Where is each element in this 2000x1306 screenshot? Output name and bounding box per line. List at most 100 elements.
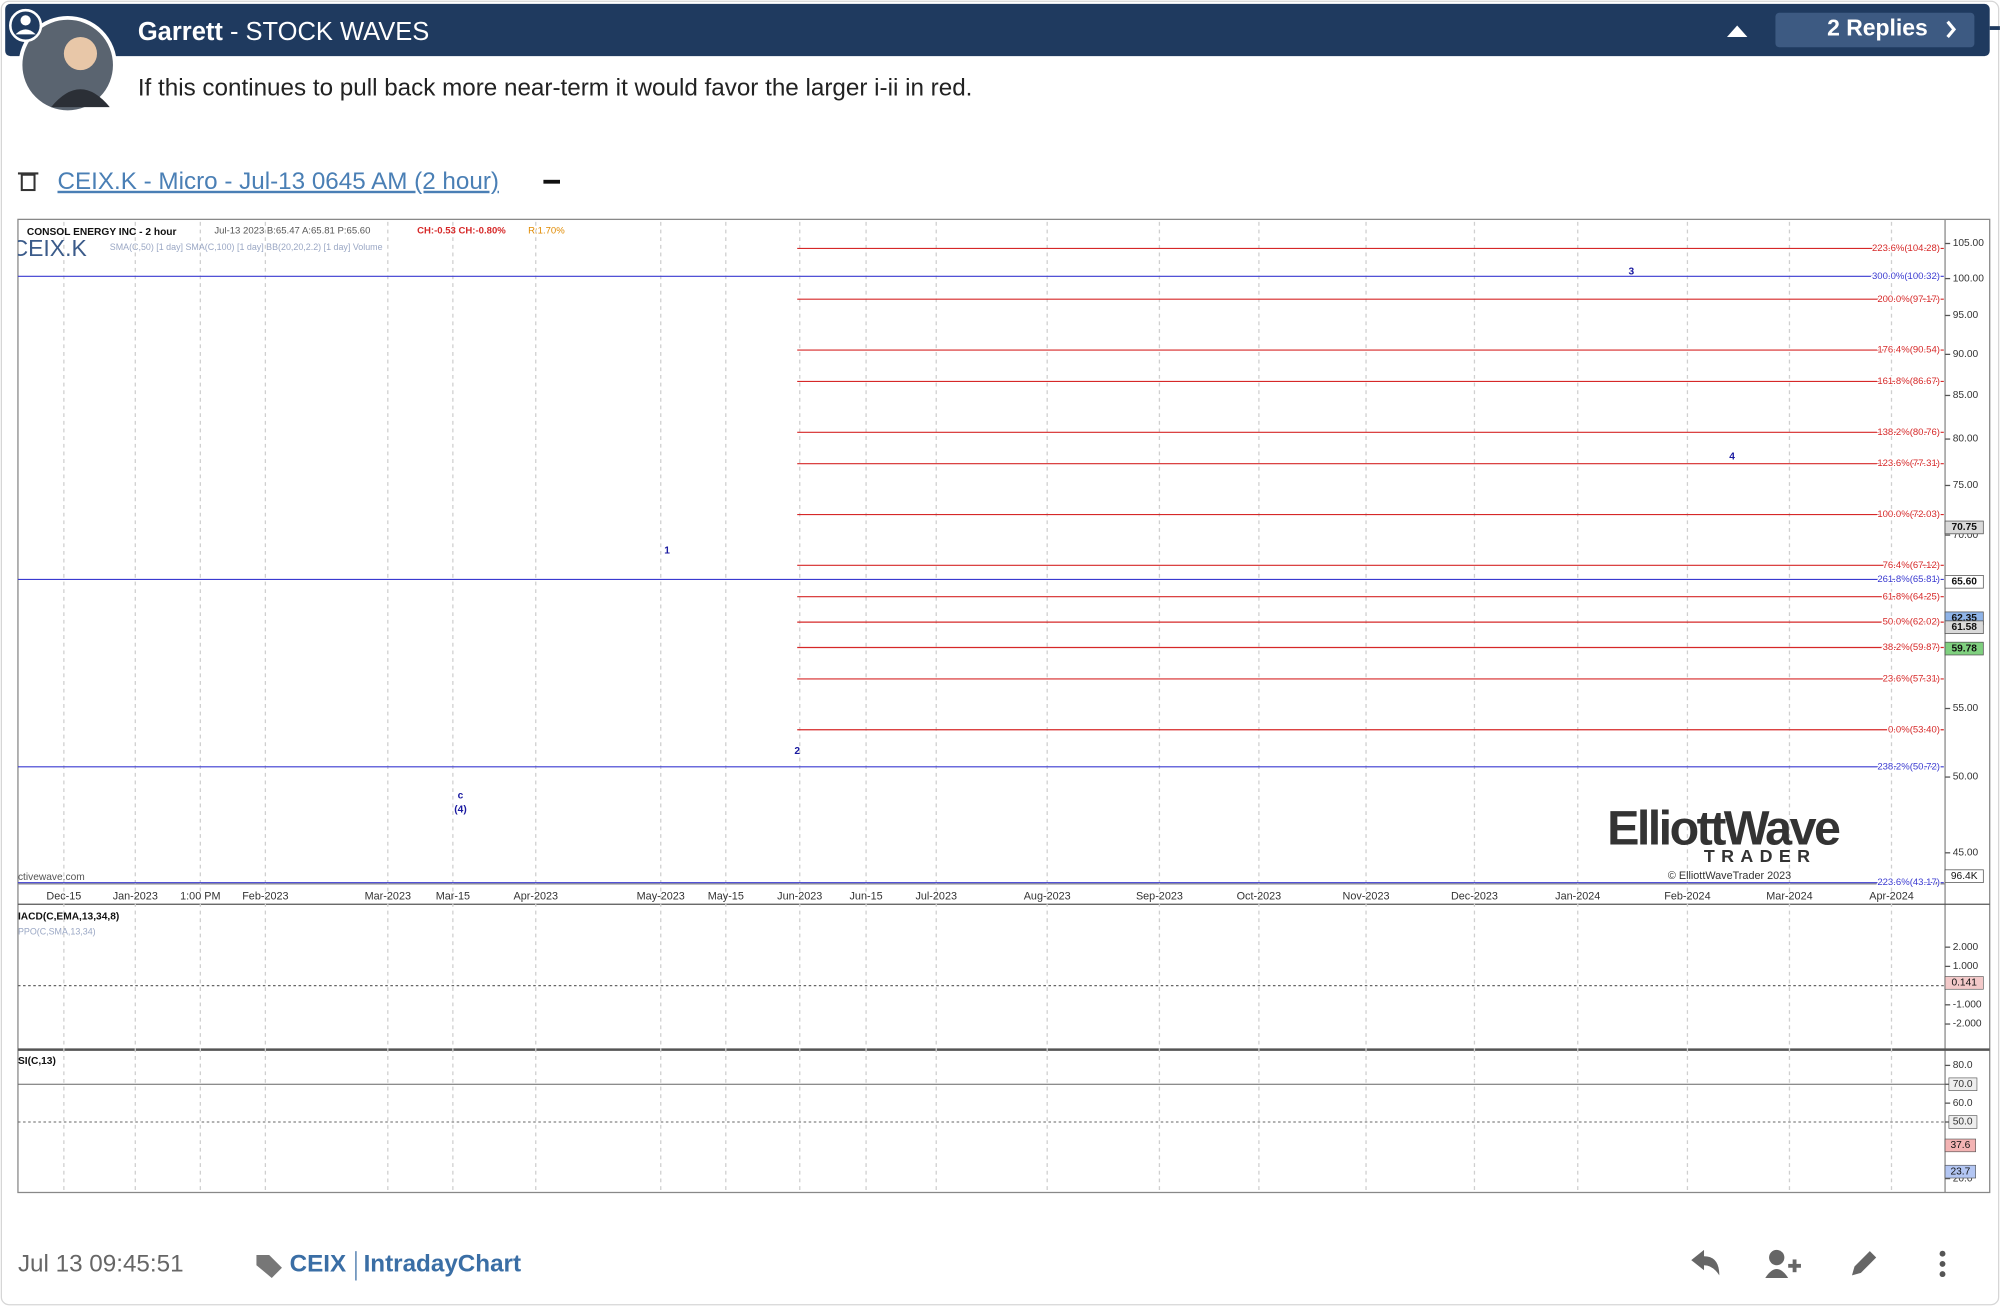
dot <box>1939 1271 1946 1278</box>
user-icon-head <box>20 15 31 26</box>
fib-label: 123.6%(77.31) <box>1877 458 1940 469</box>
dot <box>1939 1260 1946 1267</box>
tag[interactable]: CEIX <box>290 1251 347 1278</box>
y-tick-label: 100.00 <box>1953 273 1984 284</box>
x-tick-label: Jan-2024 <box>1555 890 1600 902</box>
y-tick-label: 80.0 <box>1953 1060 1973 1071</box>
fib-label: 261.8%(65.81) <box>1877 574 1940 585</box>
y-tick-label: 70.0 <box>1953 1079 1973 1090</box>
avatar-body <box>51 89 110 108</box>
price-tag-label: 62.35 <box>1951 613 1977 624</box>
delete-icon[interactable] <box>17 172 39 192</box>
wave-label: 2 <box>794 746 800 757</box>
avatar-face <box>63 36 98 71</box>
rsi-tag <box>1944 1164 1976 1179</box>
y-tick-label: -2.000 <box>1953 1019 1982 1030</box>
fib-label: 76.4%(67.12) <box>1883 560 1940 571</box>
macd-tag-label: 0.141 <box>1951 978 1977 989</box>
company: CONSOL ENERGY INC - 2 hour <box>27 227 177 238</box>
x-tick-label: Jan-2023 <box>113 890 158 902</box>
edit-button[interactable] <box>1851 1251 1877 1276</box>
quote: Jul-13 2023 B:65.47 A:65.81 P:65.60 <box>214 225 370 236</box>
x-tick-label: Dec-15 <box>46 890 81 902</box>
watermark: ElliottWave <box>1607 801 1840 855</box>
chart-frame <box>17 218 1991 1194</box>
more-button[interactable] <box>1939 1250 1946 1278</box>
y-tick-label: 60.0 <box>1953 1098 1973 1109</box>
fib-label: 223.6%(104.28) <box>1872 243 1940 254</box>
y-tick-label: 95.00 <box>1953 310 1979 321</box>
volume-tag-box <box>1944 869 1984 883</box>
y-tick-label: 50.00 <box>1953 772 1979 783</box>
x-tick-label: Aug-2023 <box>1024 890 1071 902</box>
x-tick-label: 1:00 PM <box>180 890 220 902</box>
replies-button[interactable] <box>1775 12 1975 48</box>
price-tag <box>1944 520 1984 535</box>
fib-label: 0.0%(53.40) <box>1888 724 1940 735</box>
price-tag <box>1944 575 1984 589</box>
x-tick-label: Dec-2023 <box>1451 890 1498 902</box>
x-tick-label: Nov-2023 <box>1343 890 1390 902</box>
x-tick-label: Feb-2024 <box>1664 890 1710 902</box>
x-tick-label: Apr-2023 <box>513 890 558 902</box>
y-tick-label: 2.000 <box>1953 942 1979 953</box>
chart: Dec-15 Jan-2023 1:00 PM Feb-2023 Mar-2023 Mar… <box>12 221 1984 1190</box>
y-tick-label: 85.00 <box>1953 390 1979 401</box>
y-tick-label: 70.00 <box>1953 530 1979 541</box>
trash-can <box>20 173 36 192</box>
post-title: Garrett - STOCK WAVES <box>138 18 429 46</box>
range: R:1.70% <box>528 225 565 236</box>
fib-label: 38.2%(59.87) <box>1883 642 1940 653</box>
price-tag-label: 59.78 <box>1951 643 1977 654</box>
price-tag <box>1944 620 1984 635</box>
chart-link[interactable]: CEIX.K - Micro - Jul-13 0645 AM (2 hour) <box>57 168 498 195</box>
tag[interactable]: IntradayChart <box>364 1251 521 1278</box>
x-tick-label: Sep-2023 <box>1136 890 1183 902</box>
rsi-title: SI(C,13) <box>18 1056 56 1067</box>
separator: - <box>230 18 239 46</box>
fib-label: 23.6%(57.31) <box>1883 673 1940 684</box>
fib-label: 61.8%(64.25) <box>1883 591 1940 602</box>
fib-label: 161.8%(86.67) <box>1877 376 1940 387</box>
y-tick-label: 45.00 <box>1953 848 1979 859</box>
forum[interactable]: STOCK WAVES <box>246 18 430 46</box>
change: CH:-0.53 CH:-0.80% <box>417 225 506 236</box>
timestamp: Jul 13 09:45:51 <box>18 1251 184 1278</box>
dot <box>1939 1250 1946 1257</box>
copyright: © ElliottWaveTrader 2023 <box>1668 870 1791 882</box>
wave-label: 1 <box>664 546 670 557</box>
x-tick-label: Jun-15 <box>850 890 883 902</box>
x-tick-label: May-2023 <box>637 890 685 902</box>
price-tag-label: 65.60 <box>1951 576 1977 587</box>
follow-plus <box>1792 1259 1797 1273</box>
macd-tag <box>1944 976 1984 990</box>
x-tick-label: May-15 <box>708 890 744 902</box>
price-tag-label: 61.58 <box>1951 622 1977 633</box>
fib-label: 200.0%(97.17) <box>1877 294 1940 305</box>
fib-label: 176.4%(90.54) <box>1877 345 1940 356</box>
x-tick-label: Feb-2023 <box>242 890 288 902</box>
author[interactable]: Garrett <box>138 18 224 46</box>
replies-label[interactable]: 2 Replies <box>1827 14 1928 40</box>
minimize-icon[interactable] <box>543 179 560 184</box>
wave-label: 3 <box>1628 266 1634 277</box>
user-icon-body <box>15 29 36 35</box>
fib-label: 100.0%(72.03) <box>1877 509 1940 520</box>
rsi-tag-label: 37.6 <box>1950 1140 1970 1151</box>
collapse-button[interactable] <box>1726 25 1748 37</box>
ticker: CEIX.K <box>12 235 88 261</box>
replies-chevron <box>1946 20 1957 39</box>
wave-label: c <box>458 791 464 802</box>
y-tick-label: 75.00 <box>1953 480 1979 491</box>
source: ctivewave.com <box>18 872 85 883</box>
watermark-sub: TRADER <box>1704 846 1817 866</box>
y-tick-label: 50.0 <box>1953 1117 1973 1128</box>
x-tick-label: Mar-15 <box>436 890 470 902</box>
reply-button[interactable] <box>1691 1249 1720 1276</box>
wave-label: 4 <box>1729 451 1735 462</box>
x-tick-label: Jun-2023 <box>777 890 822 902</box>
follow-button[interactable] <box>1765 1249 1801 1278</box>
post-header <box>5 3 1990 57</box>
x-tick-label: Mar-2023 <box>365 890 411 902</box>
y-tick-label: 90.00 <box>1953 349 1979 360</box>
